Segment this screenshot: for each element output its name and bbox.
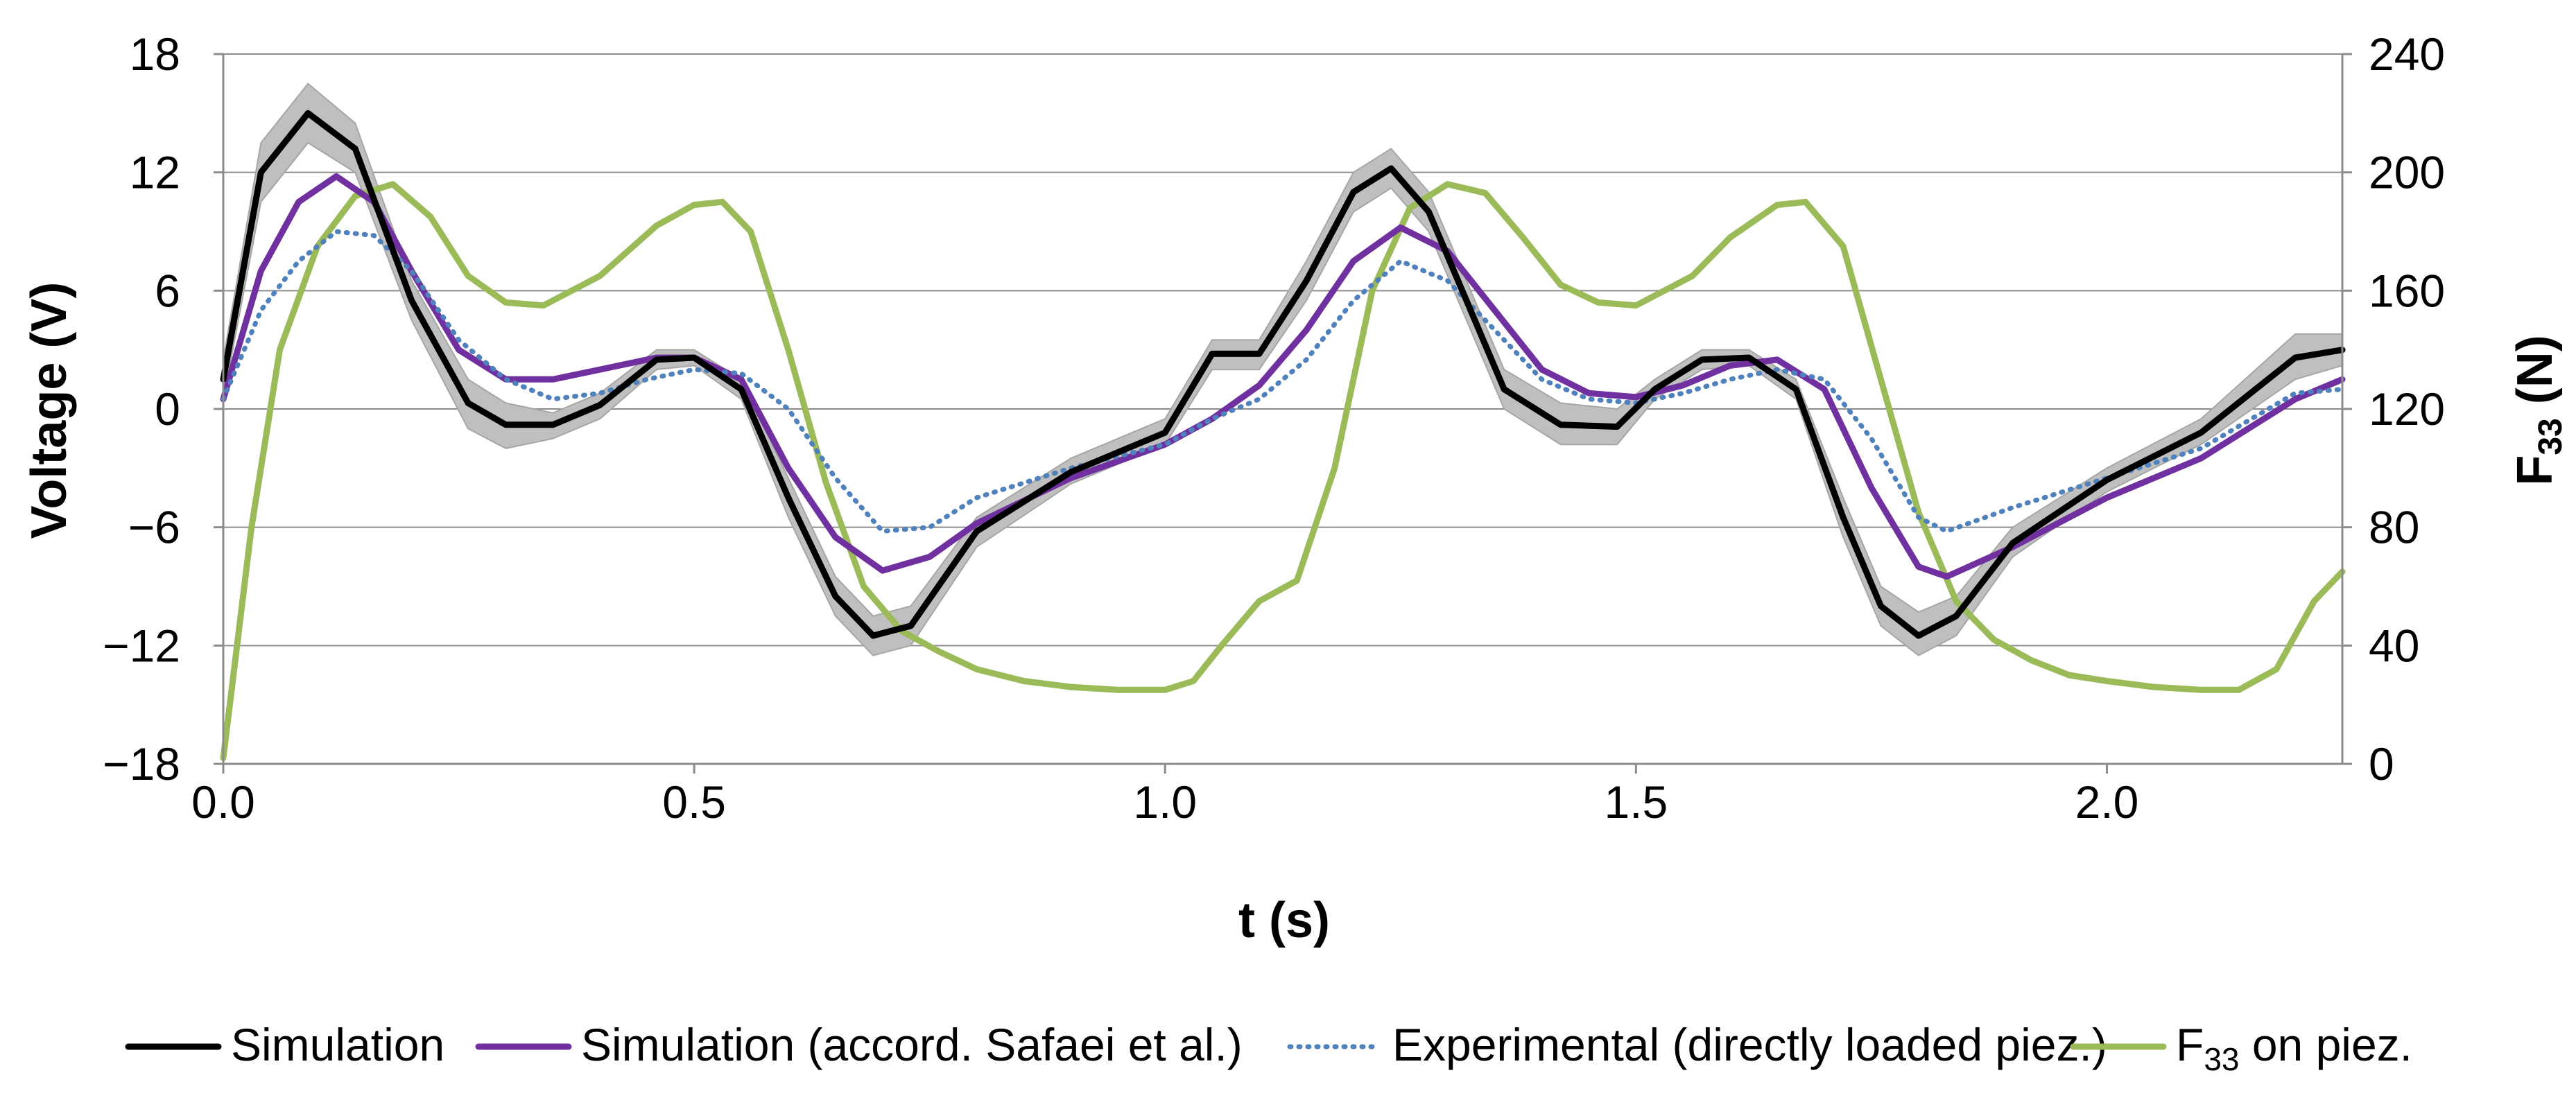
legend-label-rest: on piez. <box>2240 1019 2413 1070</box>
x-tick-label-3: 1.5 <box>1604 776 1668 828</box>
y2-tick-label-5: 40 <box>2369 620 2419 671</box>
y-tick-label-0: 18 <box>130 28 180 80</box>
series-line-0 <box>220 110 2346 639</box>
series-line-2 <box>221 229 2345 534</box>
series-layer <box>220 110 2346 761</box>
y-tick-label-6: −18 <box>103 738 180 790</box>
y2-tick-label-1: 200 <box>2369 147 2445 198</box>
uncertainty-band-layer <box>223 82 2343 656</box>
y2-axis-title-sub: 33 <box>2532 418 2569 455</box>
axis-lines <box>214 53 2352 774</box>
legend-label-1: Simulation (accord. Safaei et al.) <box>581 1019 1243 1070</box>
x-tick-label-0: 0.0 <box>191 776 255 828</box>
y-tick-label-5: −6 <box>128 502 180 553</box>
legend-label-3: F33 on piez. <box>2176 1019 2412 1077</box>
y2-tick-label-2: 160 <box>2369 265 2445 316</box>
x-tick-label-2: 1.0 <box>1133 776 1197 828</box>
y2-axis-title-main: F <box>2507 455 2563 486</box>
x-axis-title: t (s) <box>1238 893 1330 948</box>
legend-label-sub: 33 <box>2204 1041 2239 1077</box>
y2-axis-title: F33 (N) <box>2507 335 2569 485</box>
y2-tick-label-4: 80 <box>2369 502 2419 553</box>
x-tick-label-4: 2.0 <box>2075 776 2139 828</box>
series-line-3 <box>220 181 2346 761</box>
y-tick-label-1: 12 <box>130 147 180 198</box>
legend-label-0: Simulation <box>231 1019 444 1070</box>
legend-label-main: F <box>2176 1019 2204 1070</box>
y-tick-label-4: −12 <box>103 620 180 671</box>
x-tick-label-1: 0.5 <box>662 776 726 828</box>
legend: Simulation Simulation (accord. Safaei et … <box>125 1019 2412 1077</box>
y2-axis-title-unit: (N) <box>2507 335 2563 418</box>
y-tick-label-2: 6 <box>155 265 180 316</box>
tick-labels: 0.0 0.5 1.0 1.5 2.0 18 12 6 0 −12 −6 −18 240 200 160 12… <box>103 28 2445 828</box>
legend-label-2: Experimental (directly loaded piez.) <box>1392 1019 2107 1070</box>
y-axis-title: Voltage (V) <box>21 282 77 539</box>
y2-tick-label-3: 120 <box>2369 383 2445 435</box>
y-tick-label-3: 0 <box>155 383 180 435</box>
y2-tick-label-6: 0 <box>2369 738 2394 790</box>
simulation-band <box>223 82 2343 656</box>
y2-tick-label-0: 240 <box>2369 28 2445 80</box>
